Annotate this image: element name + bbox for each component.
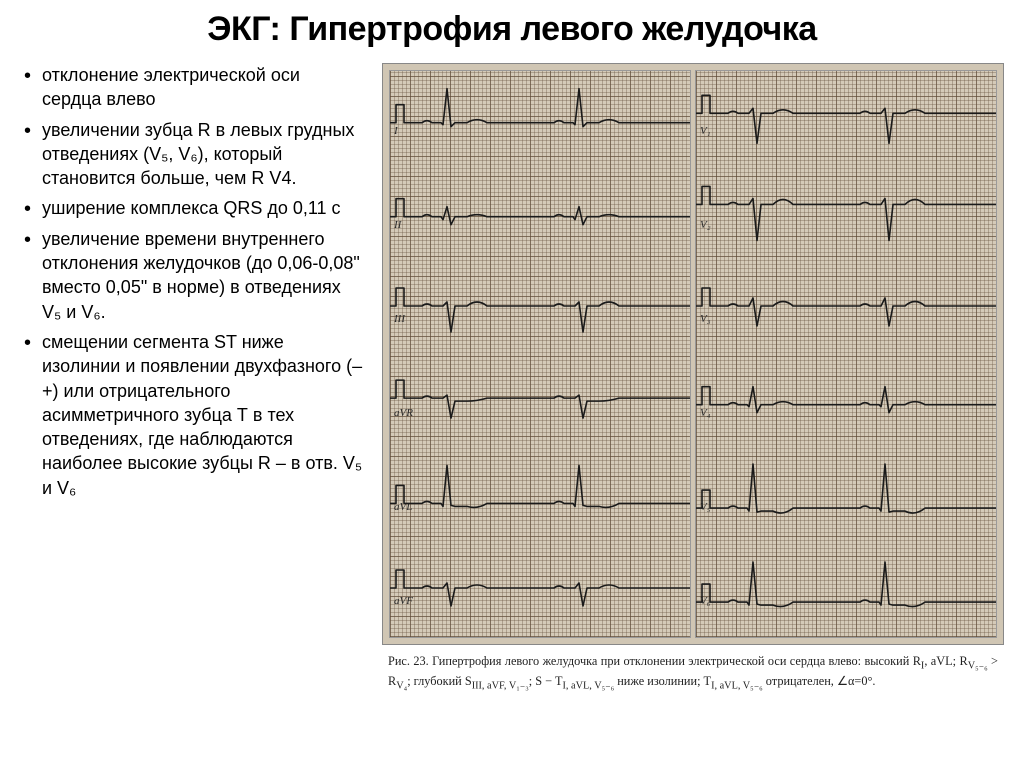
caption-subscript: III, aVF, V₁₋₃ bbox=[472, 681, 529, 692]
lead-row: I bbox=[390, 71, 690, 165]
ecg-trace bbox=[390, 541, 690, 635]
bullet-item: увеличении зубца R в левых грудных отвед… bbox=[20, 118, 364, 191]
bullet-list: отклонение электрической оси сердца влев… bbox=[20, 63, 364, 500]
caption-subscript: I bbox=[921, 660, 924, 671]
ecg-trace bbox=[390, 259, 690, 353]
ecg-trace bbox=[696, 447, 996, 541]
lead-row: III bbox=[390, 259, 690, 353]
ecg-trace bbox=[696, 353, 996, 447]
content-row: отклонение электрической оси сердца влев… bbox=[20, 63, 1004, 694]
ecg-panel: V₁V₂V₃V₄V₅V₆ bbox=[695, 70, 997, 638]
ecg-trace bbox=[696, 71, 996, 165]
lead-row: aVL bbox=[390, 447, 690, 541]
caption-subscript: V₄ bbox=[396, 681, 407, 692]
ecg-trace bbox=[390, 353, 690, 447]
ecg-panels: IIIIIIaVRaVLaVFV₁V₂V₃V₄V₅V₆ bbox=[382, 63, 1004, 645]
lead-row: V₁ bbox=[696, 71, 996, 165]
ecg-trace bbox=[390, 165, 690, 259]
lead-row: aVF bbox=[390, 541, 690, 635]
caption-subscript: I, aVL, V₅₋₆ bbox=[711, 681, 763, 692]
bullet-item: увеличение времени внутреннего отклонени… bbox=[20, 227, 364, 324]
caption-subscript: I, aVL, V₅₋₆ bbox=[563, 681, 615, 692]
ecg-trace bbox=[696, 541, 996, 635]
figure-number: Рис. 23. bbox=[388, 654, 429, 668]
caption-subscript: V₅₋₆ bbox=[968, 660, 988, 671]
lead-row: II bbox=[390, 165, 690, 259]
lead-row: V₃ bbox=[696, 259, 996, 353]
ecg-trace bbox=[390, 447, 690, 541]
ecg-panel: IIIIIIaVRaVLaVF bbox=[389, 70, 691, 638]
slide-title: ЭКГ: Гипертрофия левого желудочка bbox=[20, 10, 1004, 49]
bullet-item: смещении сегмента ST ниже изолинии и поя… bbox=[20, 330, 364, 500]
bullet-item: уширение комплекса QRS до 0,11 с bbox=[20, 196, 364, 220]
ecg-column: IIIIIIaVRaVLaVFV₁V₂V₃V₄V₅V₆ Рис. 23. Гип… bbox=[382, 63, 1004, 694]
ecg-trace bbox=[390, 71, 690, 165]
text-column: отклонение электрической оси сердца влев… bbox=[20, 63, 364, 694]
bullet-item: отклонение электрической оси сердца влев… bbox=[20, 63, 364, 112]
lead-row: V₅ bbox=[696, 447, 996, 541]
lead-row: V₂ bbox=[696, 165, 996, 259]
lead-row: V₆ bbox=[696, 541, 996, 635]
figure-caption: Рис. 23. Гипертрофия левого желудочка пр… bbox=[382, 645, 1004, 694]
lead-row: aVR bbox=[390, 353, 690, 447]
ecg-trace bbox=[696, 259, 996, 353]
lead-row: V₄ bbox=[696, 353, 996, 447]
ecg-trace bbox=[696, 165, 996, 259]
